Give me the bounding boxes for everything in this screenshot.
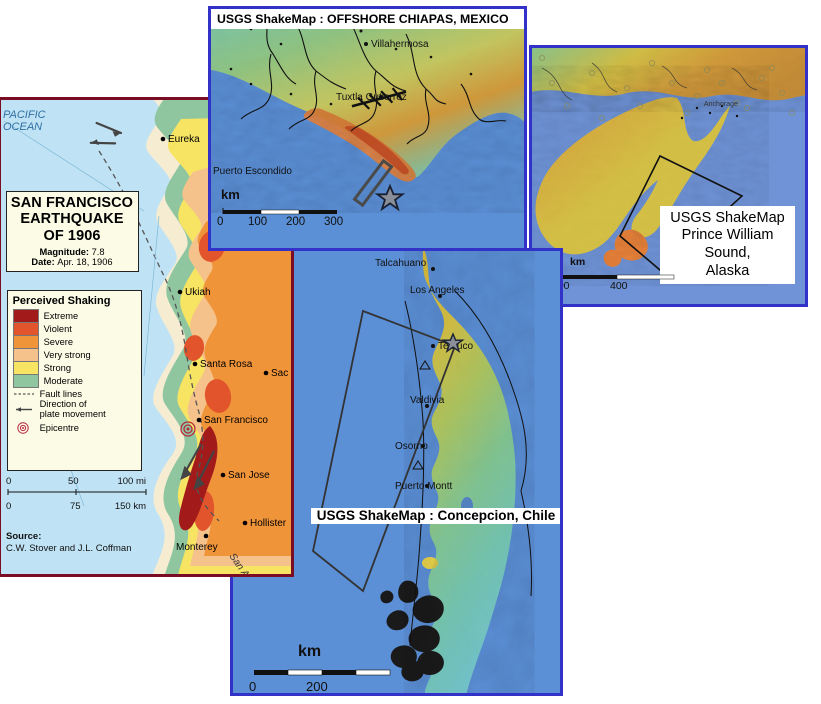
svg-text:Monterey: Monterey: [176, 542, 218, 553]
svg-text:San Jose: San Jose: [228, 470, 270, 481]
svg-text:Villahermosa: Villahermosa: [371, 39, 429, 50]
svg-text:Sac: Sac: [271, 368, 288, 379]
svg-text:Talcahuano: Talcahuano: [375, 258, 427, 269]
svg-text:PACIFIC: PACIFIC: [3, 109, 46, 121]
svg-text:Hollister: Hollister: [250, 518, 287, 529]
svg-text:Anchorage: Anchorage: [704, 101, 738, 108]
svg-text:Ukiah: Ukiah: [185, 287, 211, 298]
svg-text:OCEAN: OCEAN: [3, 121, 42, 133]
svg-text:Puerto Montt: Puerto Montt: [395, 481, 452, 492]
svg-text:Osorno: Osorno: [395, 441, 428, 452]
svg-text:Puerto Escondido: Puerto Escondido: [213, 166, 292, 177]
svg-text:Santa Rosa: Santa Rosa: [200, 359, 253, 370]
svg-text:Los Angeles: Los Angeles: [410, 285, 465, 296]
svg-text:Eureka: Eureka: [168, 134, 200, 145]
svg-text:San Francisco: San Francisco: [204, 415, 268, 426]
svg-text:Valdivia: Valdivia: [410, 395, 445, 406]
